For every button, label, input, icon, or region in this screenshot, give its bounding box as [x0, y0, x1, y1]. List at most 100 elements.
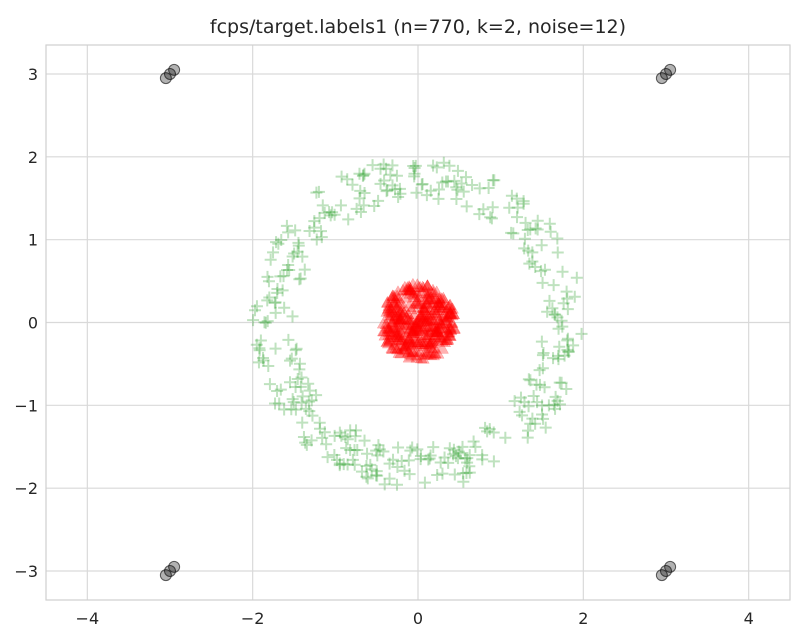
- disc-point: [390, 320, 403, 332]
- ring-point: [342, 213, 355, 226]
- ring-point: [463, 466, 476, 479]
- ring-point: [551, 394, 564, 407]
- ring-point: [551, 311, 564, 324]
- ring-point: [486, 201, 499, 214]
- disc-point: [382, 299, 396, 311]
- ring-point: [278, 301, 291, 314]
- ring-point: [340, 442, 353, 455]
- disc-point: [389, 294, 403, 306]
- ring-point: [299, 436, 312, 449]
- disc-point: [402, 284, 416, 296]
- ring-point: [261, 315, 274, 328]
- disc-point: [425, 342, 438, 354]
- disc-point: [429, 306, 443, 318]
- ring-point: [567, 339, 580, 352]
- ring-point: [560, 383, 573, 396]
- ring-point: [521, 223, 534, 236]
- ring-point: [449, 450, 462, 463]
- ring-point: [302, 395, 315, 408]
- disc-point: [410, 315, 423, 327]
- ring-point: [441, 175, 454, 188]
- disc-point: [409, 296, 423, 308]
- disc-point: [397, 329, 411, 341]
- ring-point: [380, 185, 393, 198]
- ring-point: [290, 342, 303, 355]
- ring-point: [459, 171, 472, 184]
- plot-frame: [45, 44, 791, 601]
- disc-point: [431, 347, 445, 359]
- disc-point: [428, 324, 442, 336]
- y-tick-label: 3: [28, 65, 38, 84]
- disc-point: [413, 324, 427, 336]
- ring-point: [257, 352, 270, 365]
- disc-point: [419, 347, 433, 359]
- disc-point: [392, 321, 406, 333]
- disc-point: [392, 313, 405, 325]
- disc-point: [426, 334, 439, 346]
- disc-point: [392, 303, 406, 315]
- disc-point: [402, 331, 415, 344]
- disc-point: [402, 332, 416, 344]
- ring-point: [365, 463, 378, 476]
- ring-point: [457, 475, 470, 488]
- disc-point: [396, 340, 409, 352]
- ring-point: [511, 211, 524, 224]
- ring-point: [456, 467, 469, 480]
- ring-point: [328, 208, 341, 221]
- ring-point: [268, 296, 281, 309]
- ring-point: [358, 187, 371, 200]
- disc-point: [417, 312, 430, 324]
- ring-point: [463, 449, 476, 462]
- ring-point: [406, 441, 419, 454]
- ring-point: [503, 201, 516, 214]
- ring-point: [282, 259, 295, 272]
- ring-point: [543, 217, 556, 230]
- ring-point: [561, 292, 574, 305]
- ring-point: [263, 378, 276, 391]
- disc-point: [432, 313, 446, 325]
- ring-point: [535, 335, 548, 348]
- ring-point: [280, 219, 293, 232]
- disc-point: [417, 301, 431, 314]
- disc-point: [428, 303, 441, 316]
- ring-point: [318, 206, 331, 219]
- disc-point: [445, 316, 458, 328]
- ring-point: [555, 314, 568, 327]
- disc-point: [383, 333, 397, 345]
- ring-point: [476, 453, 489, 466]
- disc-point: [404, 316, 418, 328]
- ring-point: [348, 444, 361, 457]
- disc-point: [404, 282, 417, 294]
- ring-point: [414, 453, 427, 466]
- ring-point: [408, 170, 421, 183]
- ring-point: [561, 334, 574, 347]
- ring-point: [270, 236, 283, 249]
- disc-point: [444, 307, 457, 319]
- disc-point: [402, 351, 416, 363]
- ring-point: [273, 397, 286, 410]
- disc-point: [435, 301, 449, 314]
- disc-point: [408, 319, 422, 331]
- ring-point: [360, 470, 373, 483]
- ring-point: [505, 226, 518, 239]
- ring-point: [339, 431, 352, 444]
- ring-point: [513, 405, 526, 418]
- ring-point: [483, 423, 496, 436]
- ring-point: [529, 260, 542, 273]
- disc-point: [423, 325, 436, 338]
- disc-point: [421, 279, 434, 291]
- disc-point: [384, 325, 398, 337]
- disc-point: [418, 335, 432, 347]
- disc-point: [411, 286, 425, 299]
- disc-point: [429, 292, 443, 305]
- disc-point: [377, 325, 391, 337]
- ring-point: [522, 373, 535, 386]
- ring-point: [358, 434, 371, 447]
- ring-point: [323, 206, 336, 219]
- disc-point: [382, 301, 395, 313]
- disc-point: [392, 292, 406, 304]
- disc-point: [440, 310, 454, 322]
- ring-point: [423, 452, 436, 465]
- ring-point: [452, 445, 465, 458]
- ring-point: [282, 333, 295, 346]
